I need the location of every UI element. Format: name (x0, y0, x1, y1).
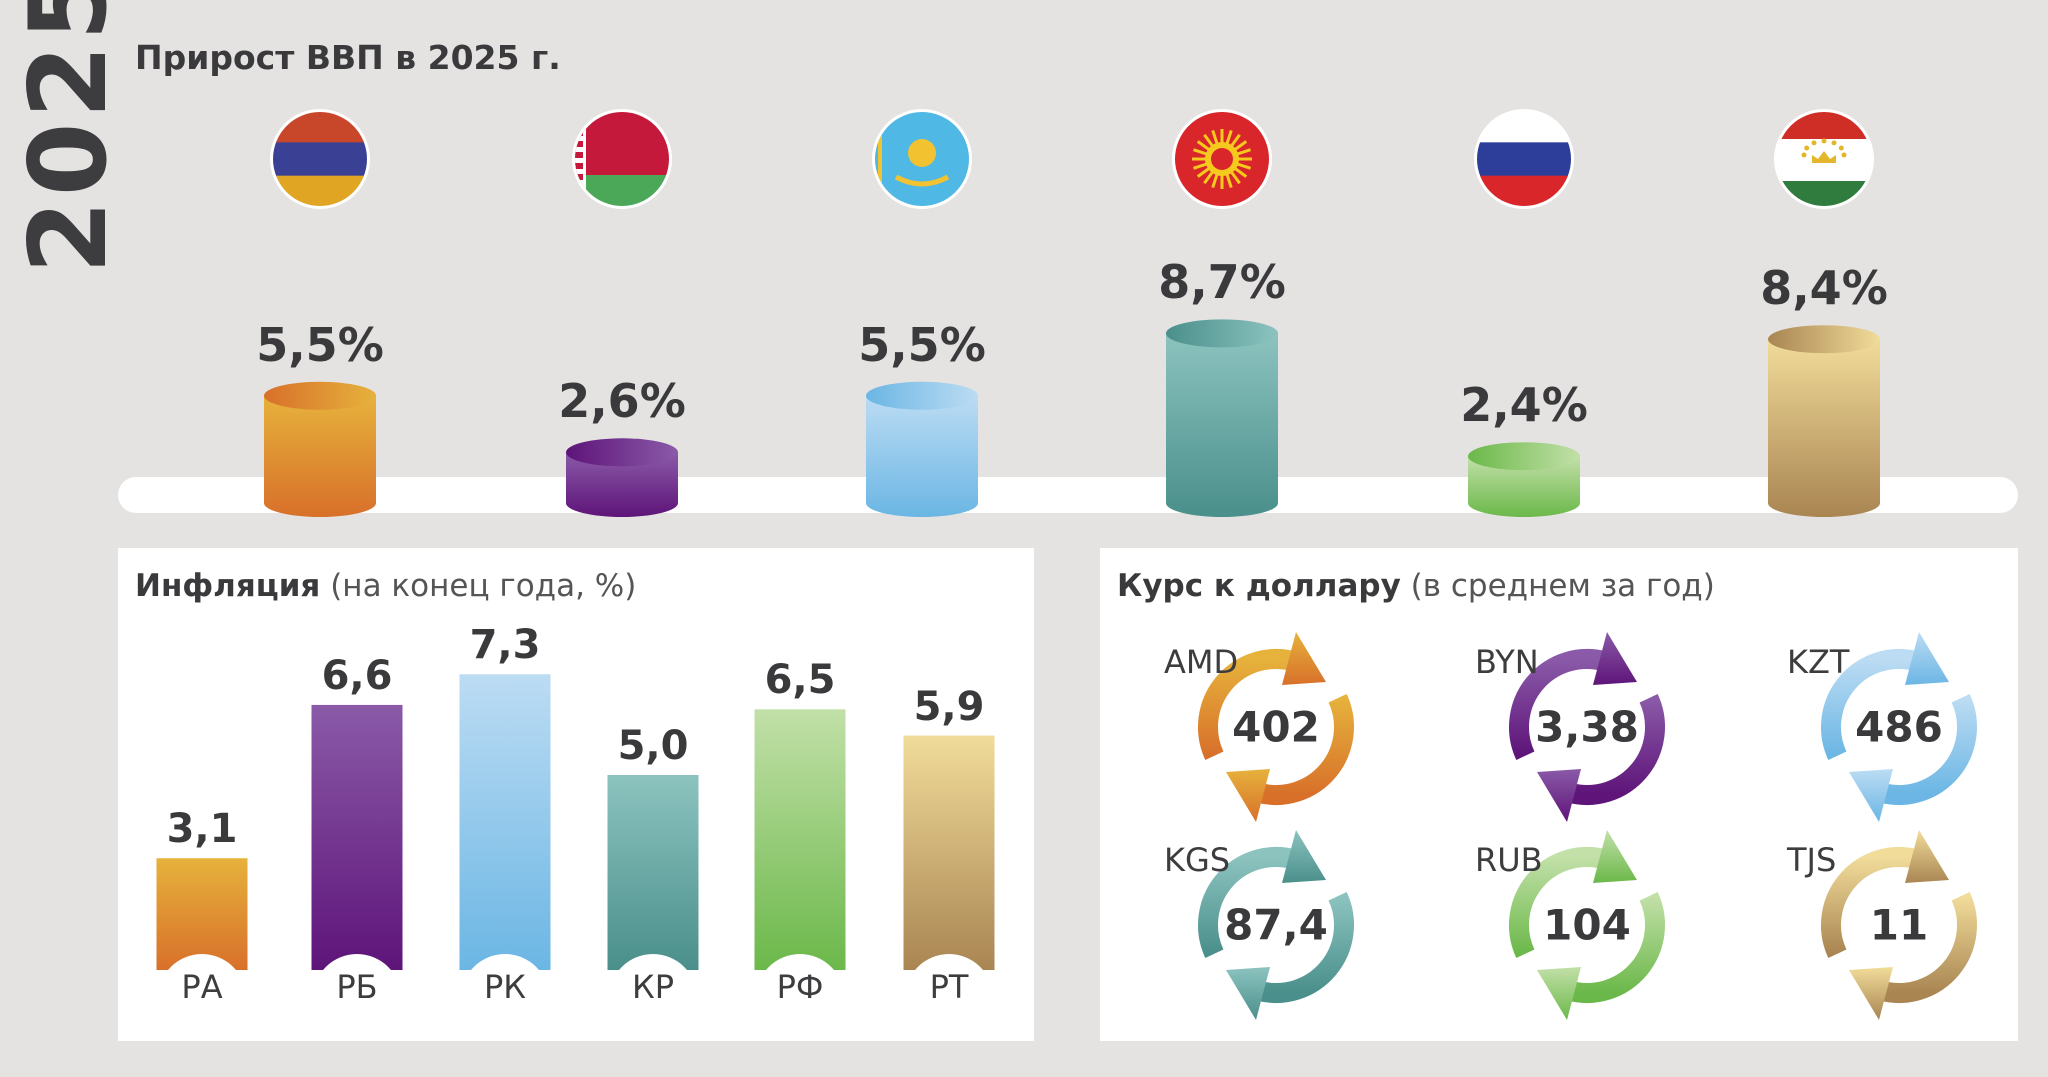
tajikistan-flag-icon (1774, 109, 1874, 209)
cylinder-top (1468, 442, 1580, 471)
gdp-chart (118, 109, 2018, 517)
currency-rate: 402 (1232, 702, 1320, 752)
arrow-head (1282, 632, 1326, 685)
bar-notch (756, 954, 844, 1041)
currency-rate: 486 (1855, 702, 1943, 752)
arrow-head (1905, 830, 1949, 883)
gdp-value-label: 2,6% (558, 374, 686, 429)
inflation-category-label: РФ (776, 968, 824, 1006)
cylinder-body (1166, 333, 1278, 517)
inflation-value-label: 5,0 (617, 723, 689, 769)
exchange-arrows-icon (1509, 830, 1665, 1020)
gdp-bar (1166, 319, 1278, 517)
inflation-subtitle: (на конец года, %) (330, 568, 637, 604)
bar-notch (313, 954, 401, 1041)
arrow-head (1593, 632, 1637, 685)
inflation-bar (903, 735, 995, 970)
currency-rate: 11 (1869, 900, 1929, 950)
inflation-category-label: РТ (929, 968, 969, 1006)
gdp-value-label: 5,5% (858, 317, 986, 372)
arrow-head (1537, 769, 1581, 822)
inflation-bar (607, 775, 699, 970)
cylinder-body (1468, 456, 1580, 517)
bar-notch (609, 954, 697, 1041)
cylinder-body (1768, 339, 1880, 517)
gdp-bar (866, 381, 978, 517)
inflation-title-main: Инфляция (135, 568, 321, 604)
belarus-flag-icon (572, 109, 672, 209)
gdp-value-label: 2,4% (1460, 378, 1588, 433)
bar-notch (461, 954, 549, 1041)
cylinder-body (566, 452, 678, 517)
gdp-bar (566, 438, 678, 517)
gdp-bar (1468, 442, 1580, 517)
cylinder-body (866, 395, 978, 517)
kazakhstan-flag-icon (872, 109, 972, 209)
currency-code: RUB (1475, 841, 1543, 879)
exchange-arrows-icon (1509, 632, 1665, 822)
cylinder-top (866, 381, 978, 410)
currency-code: TJS (1787, 841, 1837, 879)
inflation-category-label: РК (483, 968, 526, 1006)
currency-code: KZT (1787, 643, 1850, 681)
currency-rate: 87,4 (1224, 900, 1328, 950)
arrow-head (1905, 632, 1949, 685)
fx-title-main: Курс к доллару (1117, 568, 1401, 604)
inflation-category-label: РБ (336, 968, 378, 1006)
inflation-value-label: 7,3 (469, 622, 541, 669)
gdp-bar (1768, 325, 1880, 517)
fx-title: Курс к доллару (в среднем за год) (1117, 568, 1715, 604)
currency-rate: 3,38 (1535, 702, 1639, 752)
currency-code: AMD (1164, 643, 1239, 681)
inflation-chart (156, 674, 995, 1041)
kyrgyzstan-flag-icon (1172, 109, 1272, 209)
cylinder-top (1768, 325, 1880, 354)
cylinder-top (264, 381, 376, 410)
armenia-flag-icon (270, 109, 370, 209)
arrow-head (1849, 769, 1893, 822)
inflation-value-label: 6,5 (764, 657, 836, 704)
cylinder-body (264, 395, 376, 517)
arrow-head (1593, 830, 1637, 883)
inflation-bar (311, 704, 403, 970)
inflation-value-label: 3,1 (166, 806, 238, 853)
inflation-value-label: 5,9 (913, 683, 985, 730)
exchange-arrows-icon (1198, 632, 1354, 822)
gdp-bar (264, 381, 376, 517)
gdp-title: Прирост ВВП в 2025 г. (135, 38, 561, 77)
russia-flag-icon (1474, 109, 1574, 209)
exchange-arrows-icon (1198, 830, 1354, 1020)
bar-notch (905, 954, 993, 1041)
baseline-shelf (118, 477, 2018, 513)
arrow-head (1226, 769, 1270, 822)
currency-rate: 104 (1543, 900, 1631, 950)
inflation-category-label: КР (631, 968, 674, 1006)
inflation-bar (754, 709, 846, 970)
currency-code: BYN (1475, 643, 1539, 681)
inflation-bar (459, 674, 551, 970)
bar-notch (158, 954, 246, 1041)
inflation-title: Инфляция (на конец года, %) (135, 568, 636, 604)
inflation-value-label: 6,6 (321, 652, 393, 699)
inflation-panel: Инфляция (на конец года, %) 3,1 6,6 7,3 … (118, 548, 1034, 1041)
exchange-rate-panel: Курс к доллару (в среднем за год) AMD 402… (1100, 548, 2018, 1041)
cylinder-top (1166, 319, 1278, 348)
inflation-category-label: РА (181, 968, 223, 1006)
arrow-head (1226, 967, 1270, 1020)
currency-code: KGS (1164, 841, 1231, 879)
fx-rings (1198, 632, 1977, 1020)
gdp-value-label: 8,4% (1760, 261, 1888, 316)
fx-subtitle: (в среднем за год) (1410, 568, 1715, 604)
exchange-arrows-icon (1821, 830, 1977, 1020)
arrow-head (1849, 967, 1893, 1020)
gdp-value-label: 8,7% (1158, 255, 1286, 310)
cylinder-top (566, 438, 678, 467)
arrow-head (1282, 830, 1326, 883)
arrow-head (1537, 967, 1581, 1020)
exchange-arrows-icon (1821, 632, 1977, 822)
inflation-bar (156, 858, 248, 970)
gdp-value-label: 5,5% (256, 317, 384, 372)
